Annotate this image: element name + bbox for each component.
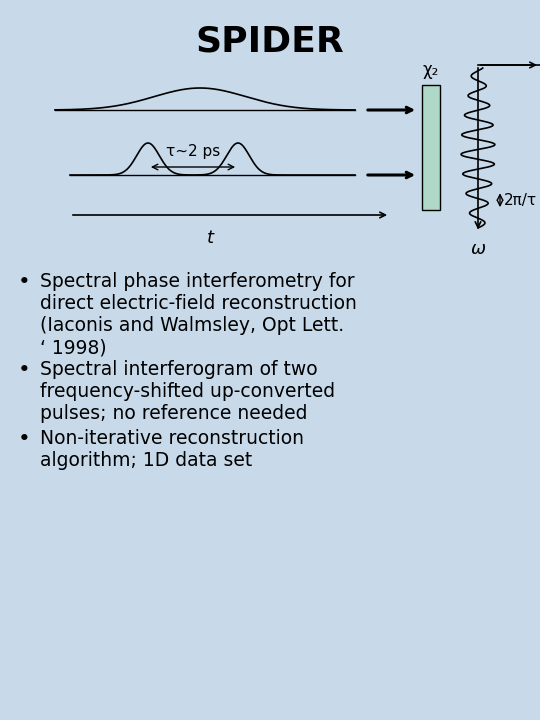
Text: Non-iterative reconstruction
algorithm; 1D data set: Non-iterative reconstruction algorithm; … <box>40 428 304 469</box>
Text: ω: ω <box>470 240 485 258</box>
Text: •: • <box>18 272 31 292</box>
Text: SPIDER: SPIDER <box>195 25 345 59</box>
Text: Spectral interferogram of two
frequency-shifted up-converted
pulses; no referenc: Spectral interferogram of two frequency-… <box>40 360 335 423</box>
Text: τ~2 ps: τ~2 ps <box>166 144 220 159</box>
Text: •: • <box>18 360 31 380</box>
Text: Spectral phase interferometry for
direct electric-field reconstruction
(Iaconis : Spectral phase interferometry for direct… <box>40 272 357 357</box>
Text: χ₂: χ₂ <box>423 61 439 79</box>
Bar <box>422 85 440 210</box>
Text: 2π/τ: 2π/τ <box>504 193 537 207</box>
Text: •: • <box>18 428 31 449</box>
Text: t: t <box>206 229 213 247</box>
